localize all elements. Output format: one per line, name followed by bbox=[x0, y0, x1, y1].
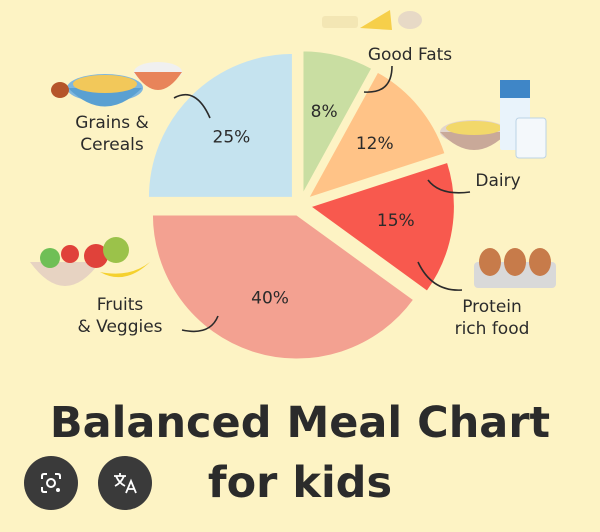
arrow-fruits bbox=[181, 315, 219, 333]
fruits-bowl-icon bbox=[30, 237, 150, 286]
value-label: 25% bbox=[213, 127, 251, 147]
value-label: 40% bbox=[251, 288, 289, 308]
good-fats-icon bbox=[322, 10, 422, 30]
dairy-icon bbox=[440, 80, 547, 159]
arrow-grains bbox=[173, 93, 211, 119]
category-label: Dairy bbox=[475, 171, 520, 191]
arrow-protein bbox=[417, 261, 463, 291]
value-label: 15% bbox=[377, 211, 415, 231]
pie-slice-dairy bbox=[305, 70, 447, 201]
category-label: Protein rich food bbox=[455, 297, 530, 339]
chart-title-line-1: Balanced Meal Chart bbox=[49, 398, 551, 448]
google-lens-icon bbox=[41, 473, 61, 493]
pie-slice-fruits-veggies bbox=[150, 213, 416, 361]
pie-slice-good-fats bbox=[301, 49, 374, 196]
translate-button[interactable] bbox=[98, 456, 152, 510]
lens-button[interactable] bbox=[24, 456, 78, 510]
arrow-good-fats bbox=[363, 65, 393, 93]
eggs-icon bbox=[474, 248, 556, 288]
value-label: 8% bbox=[311, 102, 338, 122]
value-label: 12% bbox=[356, 134, 394, 154]
category-label: Fruits & Veggies bbox=[77, 295, 162, 337]
chart-title-line-2: for kids bbox=[207, 458, 393, 508]
arrows bbox=[173, 65, 471, 333]
grains-bowl-icon bbox=[51, 62, 182, 107]
translate-icon bbox=[114, 473, 137, 494]
category-label: Grains & Cereals bbox=[75, 113, 149, 155]
category-label: Good Fats bbox=[368, 45, 452, 65]
pie-slice-protein-rich-food bbox=[307, 160, 456, 294]
arrow-dairy bbox=[427, 179, 471, 194]
